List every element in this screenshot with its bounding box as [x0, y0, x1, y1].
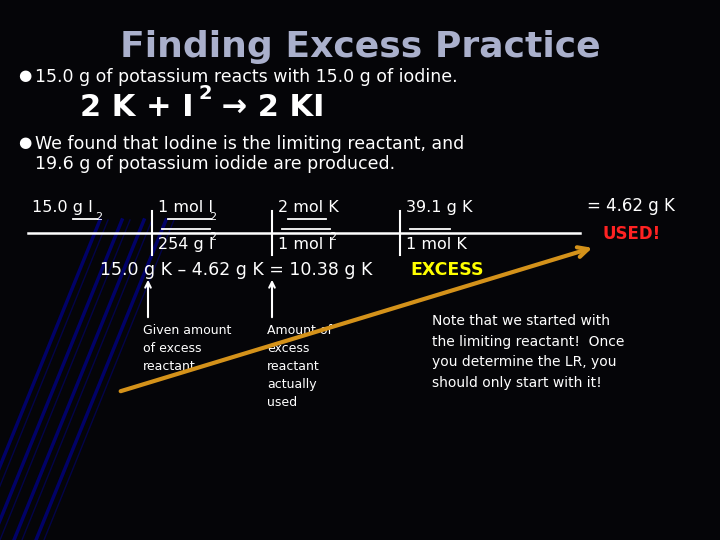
Text: 39.1 g K: 39.1 g K [406, 200, 472, 215]
Text: 2 K + I: 2 K + I [80, 93, 194, 122]
Text: 1 mol I: 1 mol I [278, 237, 333, 252]
Text: = 4.62 g K: = 4.62 g K [587, 197, 675, 215]
Text: 2: 2 [199, 84, 212, 103]
Text: We found that Iodine is the limiting reactant, and: We found that Iodine is the limiting rea… [35, 135, 464, 153]
Text: 15.0 g of potassium reacts with 15.0 g of iodine.: 15.0 g of potassium reacts with 15.0 g o… [35, 68, 458, 86]
Text: Finding Excess Practice: Finding Excess Practice [120, 30, 600, 64]
Text: 2: 2 [209, 232, 216, 242]
Text: Amount of
excess
reactant
actually
used: Amount of excess reactant actually used [267, 324, 332, 409]
Text: Note that we started with
the limiting reactant!  Once
you determine the LR, you: Note that we started with the limiting r… [432, 314, 624, 390]
Text: 2: 2 [209, 212, 216, 222]
Text: 2: 2 [329, 232, 336, 242]
Text: 1 mol I: 1 mol I [158, 200, 213, 215]
Text: USED!: USED! [603, 225, 661, 243]
Text: 1 mol K: 1 mol K [406, 237, 467, 252]
Text: ●: ● [18, 135, 31, 150]
Text: → 2 KI: → 2 KI [211, 93, 325, 122]
Text: 19.6 g of potassium iodide are produced.: 19.6 g of potassium iodide are produced. [35, 155, 395, 173]
Text: 254 g I: 254 g I [158, 237, 214, 252]
Text: EXCESS: EXCESS [410, 261, 484, 279]
Text: 2 mol K: 2 mol K [278, 200, 338, 215]
Text: ●: ● [18, 68, 31, 83]
Text: 15.0 g I: 15.0 g I [32, 200, 93, 215]
Text: 15.0 g K – 4.62 g K = 10.38 g K: 15.0 g K – 4.62 g K = 10.38 g K [100, 261, 378, 279]
Text: Given amount
of excess
reactant: Given amount of excess reactant [143, 324, 231, 373]
Text: 2: 2 [95, 212, 102, 222]
